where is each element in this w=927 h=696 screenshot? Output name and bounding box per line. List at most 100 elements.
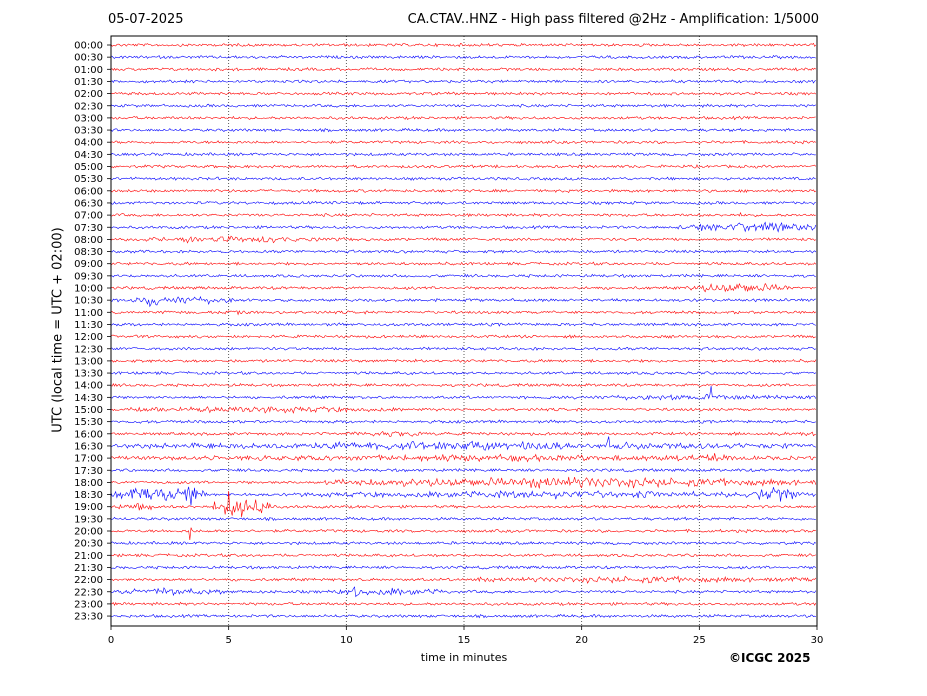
trace-line [110, 419, 816, 424]
trace-line [110, 66, 817, 72]
y-tick-label: 15:30 [74, 417, 103, 428]
y-tick-label: 23:30 [74, 612, 103, 623]
y-tick-label: 12:30 [74, 344, 103, 355]
trace-line [110, 151, 816, 157]
y-tick-label: 05:30 [74, 174, 103, 185]
trace-2000 [110, 527, 816, 541]
trace-line [110, 358, 817, 364]
y-tick-label: 15:00 [74, 405, 103, 416]
trace-line [110, 310, 817, 316]
trace-line [110, 261, 817, 266]
trace-2300 [110, 601, 817, 607]
y-tick-label: 22:00 [74, 575, 103, 586]
trace-line [110, 601, 817, 607]
y-tick-label: 03:30 [74, 126, 103, 137]
trace-line [110, 115, 816, 121]
trace-1530 [110, 419, 816, 424]
trace-0800 [110, 235, 817, 244]
y-tick-label: 01:00 [74, 65, 103, 76]
trace-0500 [110, 164, 817, 169]
x-tick-label: 0 [108, 635, 114, 646]
trace-0700 [110, 211, 816, 218]
trace-line [110, 176, 816, 181]
y-tick-label: 14:00 [74, 381, 103, 392]
trace-2130 [110, 565, 817, 570]
y-tick-label: 09:00 [74, 259, 103, 270]
y-tick-label: 10:30 [74, 296, 103, 307]
y-tick-label: 21:00 [74, 551, 103, 562]
y-tick-label: 07:30 [74, 223, 103, 234]
trace-line [110, 91, 817, 96]
trace-0530 [110, 176, 816, 181]
y-tick-label: 06:30 [74, 198, 103, 209]
y-tick-label: 03:00 [74, 113, 103, 124]
trace-line [110, 383, 816, 388]
x-tick-label: 30 [811, 635, 824, 646]
date-label: 05-07-2025 [108, 12, 184, 27]
trace-1300 [110, 358, 817, 364]
y-tick-label: 16:30 [74, 441, 103, 452]
y-tick-label: 08:30 [74, 247, 103, 258]
x-tick-label: 5 [225, 635, 231, 646]
trace-1200 [110, 334, 816, 339]
y-tick-label: 09:30 [74, 271, 103, 282]
trace-line [110, 334, 816, 339]
y-tick-label: 11:30 [74, 320, 103, 331]
y-tick-label: 05:00 [74, 162, 103, 173]
trace-0100 [110, 66, 817, 72]
x-tick-label: 20 [575, 635, 588, 646]
trace-line [110, 322, 816, 327]
trace-line [110, 211, 816, 218]
y-tick-label: 08:00 [74, 235, 103, 246]
trace-0030 [110, 54, 816, 60]
y-tick-label: 00:00 [74, 41, 103, 52]
trace-0300 [110, 115, 816, 121]
trace-2030 [110, 540, 817, 546]
trace-1900 [110, 490, 816, 518]
copyright-label: ©ICGC 2025 [729, 651, 811, 665]
y-tick-label: 19:00 [74, 502, 103, 513]
trace-line [110, 436, 816, 451]
y-tick-label: 07:00 [74, 211, 103, 222]
y-tick-label: 22:30 [74, 587, 103, 598]
y-tick-label: 00:30 [74, 53, 103, 64]
trace-line [110, 516, 816, 522]
trace-line [110, 127, 816, 133]
trace-0430 [110, 151, 816, 157]
trace-1630 [110, 436, 816, 451]
trace-line [110, 282, 816, 293]
trace-line [110, 527, 816, 541]
trace-line [110, 273, 816, 278]
trace-2100 [110, 553, 816, 558]
trace-0630 [110, 200, 816, 206]
y-tick-label: 13:30 [74, 369, 103, 380]
trace-2330 [110, 613, 816, 619]
trace-line [110, 565, 817, 570]
y-tick-label: 01:30 [74, 77, 103, 88]
trace-line [110, 249, 817, 254]
trace-0900 [110, 261, 817, 266]
trace-line [110, 54, 816, 60]
y-tick-label: 16:00 [74, 429, 103, 440]
trace-line [110, 476, 817, 489]
trace-line [110, 586, 817, 598]
trace-line [110, 235, 817, 244]
y-tick-label: 02:30 [74, 101, 103, 112]
trace-line [110, 295, 816, 308]
trace-line [110, 385, 817, 401]
x-tick-label: 15 [458, 635, 471, 646]
x-axis-label: time in minutes [420, 651, 508, 664]
trace-line [110, 553, 816, 558]
trace-0600 [110, 188, 816, 193]
y-tick-label: 23:00 [74, 599, 103, 610]
trace-0000 [110, 42, 817, 48]
y-tick-label: 17:00 [74, 454, 103, 465]
trace-0730 [110, 221, 817, 233]
trace-0130 [110, 79, 816, 84]
y-tick-label: 18:00 [74, 478, 103, 489]
trace-0330 [110, 127, 816, 133]
trace-line [110, 221, 817, 233]
trace-1400 [110, 383, 816, 388]
trace-1730 [110, 468, 816, 473]
y-tick-label: 12:00 [74, 332, 103, 343]
